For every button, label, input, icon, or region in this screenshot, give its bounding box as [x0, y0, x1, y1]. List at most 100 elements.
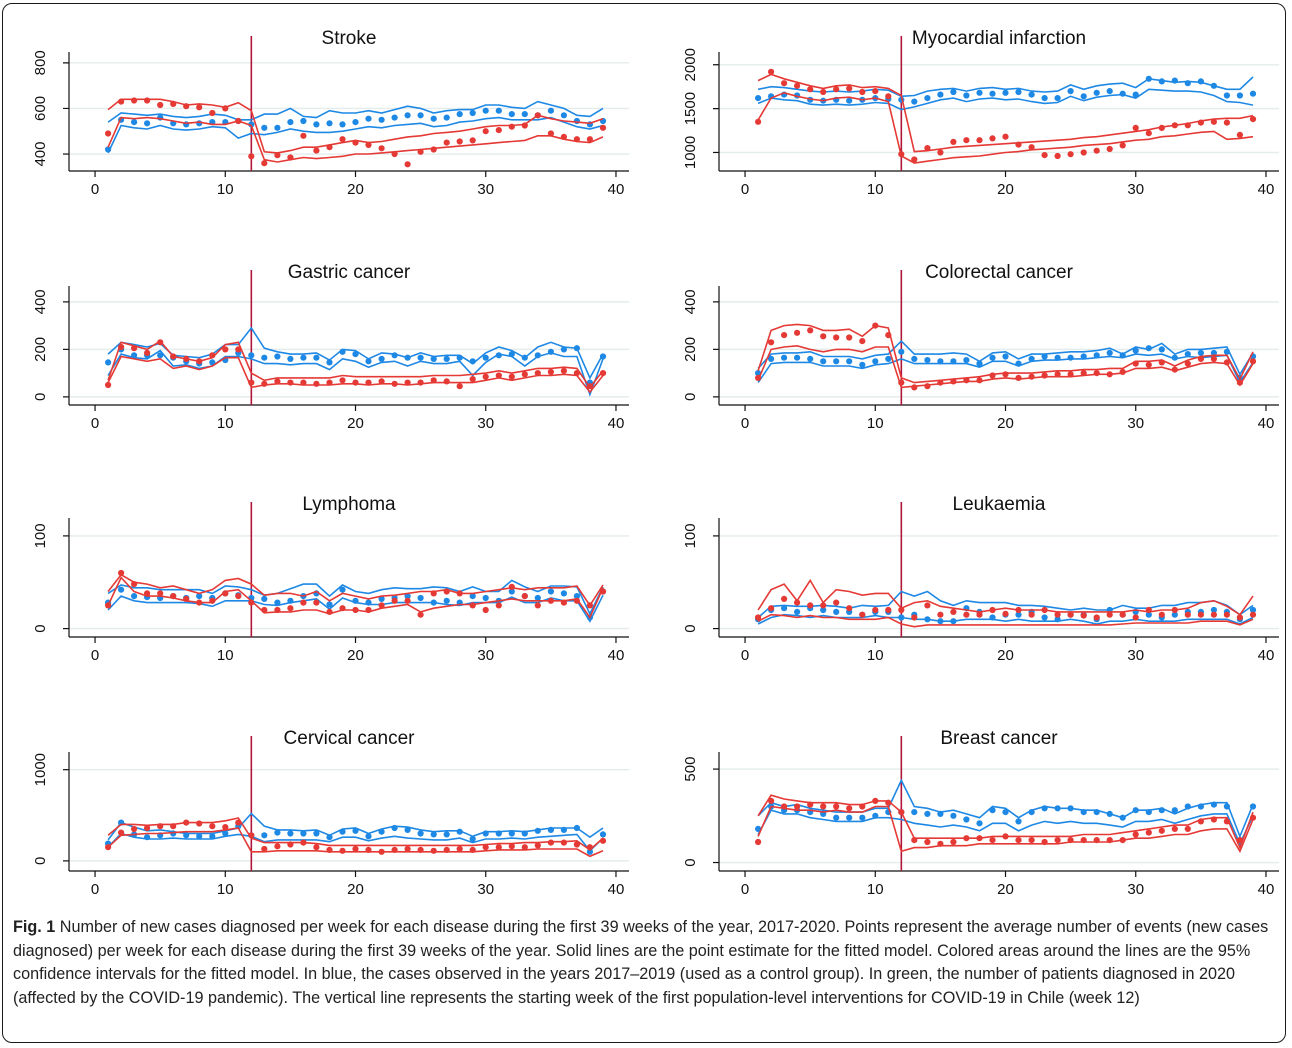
- control-point: [417, 830, 424, 837]
- pandemic-point: [989, 606, 996, 614]
- control-point: [1158, 346, 1165, 353]
- control-point: [352, 597, 359, 604]
- pandemic-point: [417, 611, 424, 618]
- pandemic-point: [1106, 145, 1113, 153]
- control-point: [469, 593, 476, 600]
- control-point: [482, 107, 489, 114]
- pandemic-point: [1028, 373, 1035, 380]
- control-point: [1067, 88, 1074, 95]
- control-point: [885, 355, 892, 362]
- chart-panel-4: Colorectal cancer 0 200 400 0 10 20 30 40: [682, 262, 1279, 432]
- pandemic-lower-ci-line: [757, 613, 1254, 628]
- x-tick-label: 10: [867, 647, 884, 664]
- control-point: [573, 345, 581, 352]
- control-point: [534, 594, 541, 602]
- pandemic-point: [1041, 152, 1048, 159]
- pandemic-point: [235, 346, 242, 353]
- control-point: [469, 109, 476, 117]
- pandemic-point: [183, 595, 190, 603]
- pandemic-point: [755, 614, 762, 621]
- control-point: [1171, 354, 1178, 361]
- control-point: [521, 830, 528, 837]
- pandemic-point: [1002, 133, 1009, 140]
- pandemic-point: [781, 80, 788, 87]
- control-point: [937, 358, 944, 365]
- control-point: [1054, 805, 1061, 812]
- control-point: [365, 599, 372, 606]
- y-tick-label: 400: [682, 289, 699, 314]
- pandemic-point: [1223, 611, 1230, 618]
- control-point: [365, 833, 372, 840]
- pandemic-point: [872, 606, 879, 614]
- control-point: [456, 111, 463, 118]
- pandemic-point: [1158, 124, 1165, 131]
- pandemic-point: [1197, 355, 1204, 362]
- control-point: [456, 354, 463, 361]
- control-point: [274, 124, 281, 131]
- control-point: [417, 112, 424, 119]
- pandemic-point: [248, 379, 255, 386]
- control-point: [261, 354, 268, 361]
- pandemic-point: [820, 602, 827, 609]
- control-point: [456, 828, 463, 835]
- pandemic-point: [1015, 837, 1022, 844]
- control-point: [1067, 354, 1074, 361]
- control-point: [1054, 354, 1061, 361]
- pandemic-point: [1249, 814, 1257, 821]
- pandemic-point: [599, 837, 607, 844]
- x-tick-label: 40: [608, 647, 625, 664]
- control-point: [833, 608, 840, 616]
- pandemic-upper-ci-line: [107, 817, 604, 851]
- y-tick-label: 100: [682, 523, 699, 548]
- pandemic-point: [820, 333, 827, 340]
- control-point: [1093, 89, 1100, 96]
- control-point: [1145, 345, 1152, 352]
- pandemic-point: [209, 823, 216, 830]
- pandemic-point: [261, 380, 268, 387]
- pandemic-point: [118, 343, 125, 351]
- control-point: [495, 352, 502, 359]
- pandemic-point: [911, 384, 918, 391]
- y-tick-label: 0: [682, 858, 699, 866]
- x-tick-label: 30: [1127, 647, 1144, 664]
- pandemic-point: [1067, 371, 1074, 378]
- pandemic-point: [170, 353, 177, 360]
- y-tick-label: 0: [32, 624, 49, 632]
- pandemic-point: [443, 846, 450, 854]
- control-point: [183, 832, 190, 839]
- pandemic-point: [1132, 831, 1139, 838]
- pandemic-point: [885, 606, 892, 614]
- pandemic-point: [820, 88, 827, 96]
- control-point: [924, 616, 931, 623]
- control-point: [430, 599, 437, 606]
- pandemic-point: [755, 118, 762, 125]
- control-point: [352, 351, 359, 358]
- x-tick-label: 20: [347, 181, 364, 198]
- pandemic-point: [326, 846, 333, 854]
- pandemic-point: [430, 146, 437, 153]
- control-point: [989, 807, 996, 814]
- control-point: [417, 594, 424, 602]
- pandemic-point: [1015, 606, 1022, 614]
- pandemic-point: [339, 605, 346, 612]
- control-point: [378, 116, 385, 123]
- pandemic-point: [482, 844, 489, 851]
- control-point: [378, 828, 385, 835]
- pandemic-point: [365, 846, 372, 854]
- pandemic-point: [313, 380, 320, 387]
- control-point: [937, 810, 944, 818]
- x-tick-label: 10: [867, 415, 884, 432]
- pandemic-point: [274, 152, 281, 159]
- pandemic-upper-ci-line: [107, 573, 604, 607]
- control-upper-ci-line: [107, 100, 604, 123]
- pandemic-point: [183, 103, 190, 110]
- x-tick-label: 30: [477, 415, 494, 432]
- control-point: [1119, 814, 1126, 821]
- control-point: [1015, 360, 1022, 367]
- y-tick-label: 1000: [682, 136, 699, 169]
- control-point: [768, 355, 775, 362]
- pandemic-point: [261, 606, 268, 614]
- pandemic-point: [976, 611, 983, 618]
- pandemic-point: [1249, 358, 1257, 365]
- pandemic-point: [950, 838, 957, 846]
